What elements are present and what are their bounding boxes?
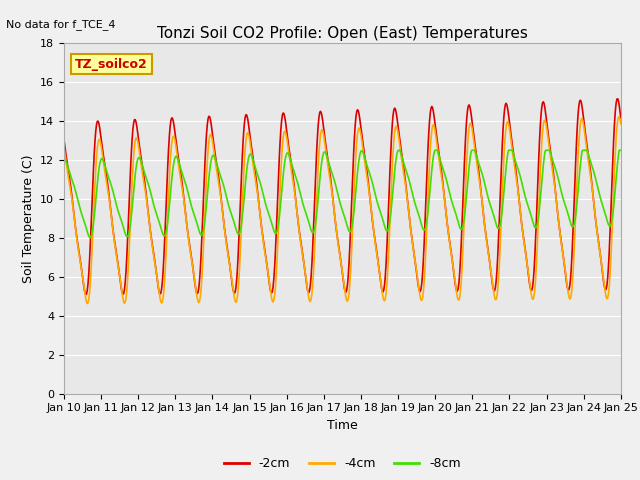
Text: TZ_soilco2: TZ_soilco2 (75, 58, 148, 71)
Legend: -2cm, -4cm, -8cm: -2cm, -4cm, -8cm (219, 453, 466, 475)
Y-axis label: Soil Temperature (C): Soil Temperature (C) (22, 154, 35, 283)
X-axis label: Time: Time (327, 419, 358, 432)
Title: Tonzi Soil CO2 Profile: Open (East) Temperatures: Tonzi Soil CO2 Profile: Open (East) Temp… (157, 25, 528, 41)
Text: No data for f_TCE_4: No data for f_TCE_4 (6, 19, 116, 30)
